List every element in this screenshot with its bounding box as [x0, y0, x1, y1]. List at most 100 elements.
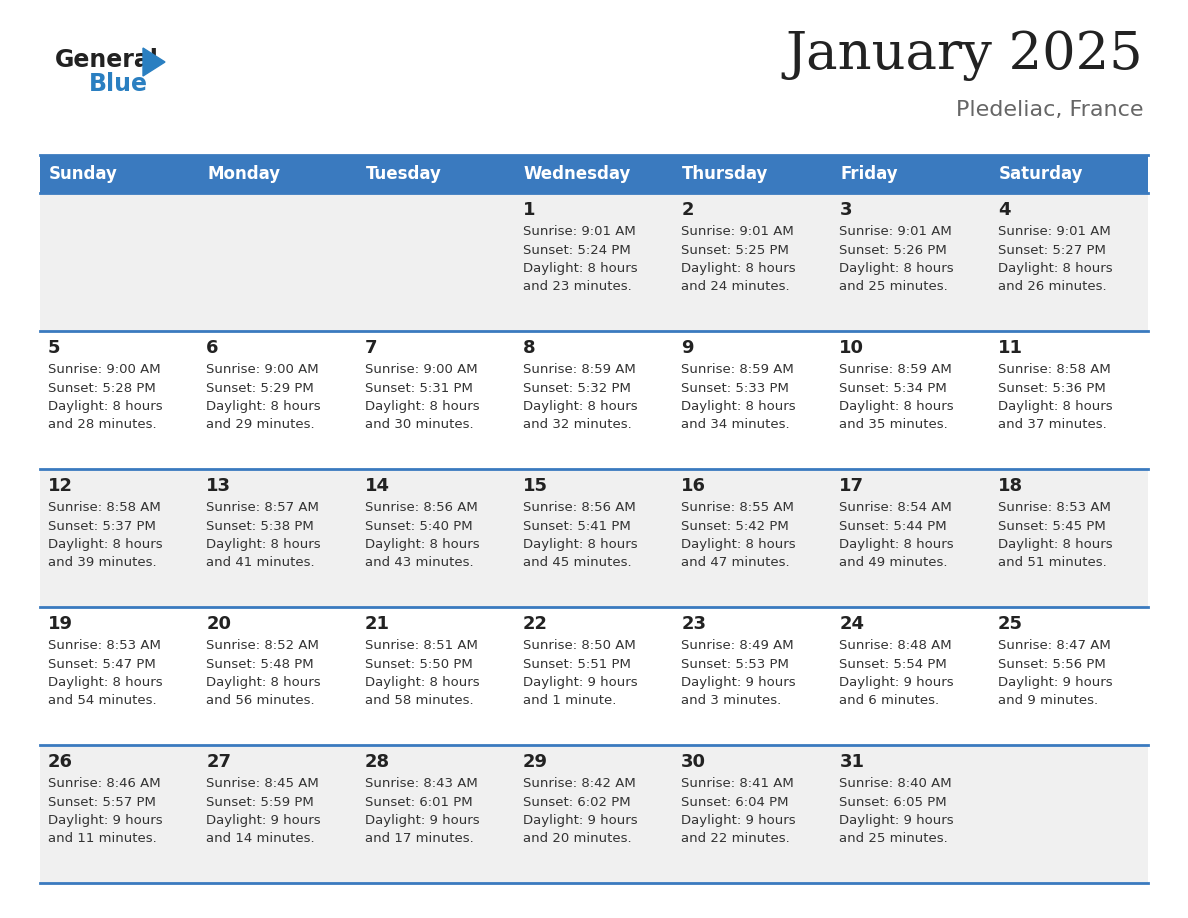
Text: 20: 20	[207, 615, 232, 633]
Text: Sunrise: 8:49 AM: Sunrise: 8:49 AM	[681, 639, 794, 652]
Text: Daylight: 9 hours: Daylight: 9 hours	[681, 814, 796, 827]
Text: Sunrise: 9:01 AM: Sunrise: 9:01 AM	[681, 225, 794, 238]
Text: and 51 minutes.: and 51 minutes.	[998, 556, 1106, 569]
Text: Sunrise: 8:53 AM: Sunrise: 8:53 AM	[48, 639, 160, 652]
Text: Sunset: 5:41 PM: Sunset: 5:41 PM	[523, 520, 631, 532]
Text: Daylight: 8 hours: Daylight: 8 hours	[998, 262, 1112, 275]
Text: and 30 minutes.: and 30 minutes.	[365, 419, 473, 431]
Text: Sunrise: 8:40 AM: Sunrise: 8:40 AM	[840, 777, 952, 790]
Text: and 14 minutes.: and 14 minutes.	[207, 833, 315, 845]
Text: Sunset: 5:29 PM: Sunset: 5:29 PM	[207, 382, 314, 395]
Text: Daylight: 9 hours: Daylight: 9 hours	[523, 814, 638, 827]
Bar	[40, 469, 1148, 607]
Text: and 45 minutes.: and 45 minutes.	[523, 556, 632, 569]
Text: and 49 minutes.: and 49 minutes.	[840, 556, 948, 569]
Text: Daylight: 8 hours: Daylight: 8 hours	[840, 400, 954, 413]
Text: Sunset: 5:36 PM: Sunset: 5:36 PM	[998, 382, 1106, 395]
Text: Saturday: Saturday	[999, 165, 1083, 183]
Text: Sunset: 5:56 PM: Sunset: 5:56 PM	[998, 657, 1106, 670]
Text: Sunrise: 8:56 AM: Sunrise: 8:56 AM	[523, 501, 636, 514]
Text: 29: 29	[523, 753, 548, 771]
Text: Sunrise: 8:47 AM: Sunrise: 8:47 AM	[998, 639, 1111, 652]
Text: Sunrise: 8:59 AM: Sunrise: 8:59 AM	[523, 363, 636, 376]
Text: Daylight: 8 hours: Daylight: 8 hours	[523, 538, 638, 551]
Text: Sunset: 5:50 PM: Sunset: 5:50 PM	[365, 657, 473, 670]
Text: Sunrise: 8:54 AM: Sunrise: 8:54 AM	[840, 501, 952, 514]
Text: 28: 28	[365, 753, 390, 771]
Text: Sunset: 5:47 PM: Sunset: 5:47 PM	[48, 657, 156, 670]
Text: Sunset: 5:51 PM: Sunset: 5:51 PM	[523, 657, 631, 670]
Text: 3: 3	[840, 201, 852, 219]
Text: and 54 minutes.: and 54 minutes.	[48, 695, 157, 708]
Text: and 24 minutes.: and 24 minutes.	[681, 281, 790, 294]
Text: Sunrise: 8:48 AM: Sunrise: 8:48 AM	[840, 639, 952, 652]
Text: Sunrise: 8:45 AM: Sunrise: 8:45 AM	[207, 777, 320, 790]
Bar	[40, 607, 1148, 745]
Text: 7: 7	[365, 339, 377, 357]
Text: and 28 minutes.: and 28 minutes.	[48, 419, 157, 431]
Text: Daylight: 8 hours: Daylight: 8 hours	[681, 400, 796, 413]
Text: Sunrise: 9:01 AM: Sunrise: 9:01 AM	[840, 225, 952, 238]
Text: Sunset: 5:33 PM: Sunset: 5:33 PM	[681, 382, 789, 395]
Text: Sunday: Sunday	[49, 165, 118, 183]
Text: and 39 minutes.: and 39 minutes.	[48, 556, 157, 569]
Text: Sunrise: 8:56 AM: Sunrise: 8:56 AM	[365, 501, 478, 514]
Text: and 22 minutes.: and 22 minutes.	[681, 833, 790, 845]
Bar	[40, 193, 1148, 331]
Text: Sunrise: 8:53 AM: Sunrise: 8:53 AM	[998, 501, 1111, 514]
Text: 12: 12	[48, 477, 72, 495]
Text: Daylight: 9 hours: Daylight: 9 hours	[207, 814, 321, 827]
Text: General: General	[55, 48, 159, 72]
Text: and 25 minutes.: and 25 minutes.	[840, 833, 948, 845]
Text: Daylight: 9 hours: Daylight: 9 hours	[998, 676, 1112, 689]
Text: Sunset: 5:28 PM: Sunset: 5:28 PM	[48, 382, 156, 395]
Text: Daylight: 8 hours: Daylight: 8 hours	[840, 262, 954, 275]
Text: Daylight: 9 hours: Daylight: 9 hours	[681, 676, 796, 689]
Text: 9: 9	[681, 339, 694, 357]
Text: 30: 30	[681, 753, 706, 771]
Text: 1: 1	[523, 201, 536, 219]
Text: Daylight: 8 hours: Daylight: 8 hours	[840, 538, 954, 551]
Text: 6: 6	[207, 339, 219, 357]
Text: 4: 4	[998, 201, 1010, 219]
Text: 10: 10	[840, 339, 865, 357]
Text: and 29 minutes.: and 29 minutes.	[207, 419, 315, 431]
Text: Sunrise: 8:43 AM: Sunrise: 8:43 AM	[365, 777, 478, 790]
Text: and 41 minutes.: and 41 minutes.	[207, 556, 315, 569]
Text: Sunrise: 9:00 AM: Sunrise: 9:00 AM	[207, 363, 318, 376]
Text: Sunset: 5:54 PM: Sunset: 5:54 PM	[840, 657, 947, 670]
Text: Monday: Monday	[207, 165, 280, 183]
Text: 8: 8	[523, 339, 536, 357]
Polygon shape	[143, 48, 165, 76]
Text: and 56 minutes.: and 56 minutes.	[207, 695, 315, 708]
Text: Friday: Friday	[840, 165, 898, 183]
Text: Daylight: 8 hours: Daylight: 8 hours	[365, 676, 479, 689]
Text: Daylight: 8 hours: Daylight: 8 hours	[523, 400, 638, 413]
Text: Thursday: Thursday	[682, 165, 769, 183]
Text: Sunset: 5:45 PM: Sunset: 5:45 PM	[998, 520, 1106, 532]
Text: and 20 minutes.: and 20 minutes.	[523, 833, 632, 845]
Text: Sunset: 5:31 PM: Sunset: 5:31 PM	[365, 382, 473, 395]
Text: Blue: Blue	[89, 72, 148, 96]
Text: Sunrise: 8:55 AM: Sunrise: 8:55 AM	[681, 501, 794, 514]
Text: Sunset: 5:32 PM: Sunset: 5:32 PM	[523, 382, 631, 395]
Text: 27: 27	[207, 753, 232, 771]
Text: and 23 minutes.: and 23 minutes.	[523, 281, 632, 294]
Text: Daylight: 8 hours: Daylight: 8 hours	[48, 676, 163, 689]
Text: Pledeliac, France: Pledeliac, France	[955, 100, 1143, 120]
Text: 25: 25	[998, 615, 1023, 633]
Text: and 11 minutes.: and 11 minutes.	[48, 833, 157, 845]
Text: Sunrise: 8:51 AM: Sunrise: 8:51 AM	[365, 639, 478, 652]
Text: and 43 minutes.: and 43 minutes.	[365, 556, 473, 569]
Text: and 34 minutes.: and 34 minutes.	[681, 419, 790, 431]
Text: Sunset: 5:24 PM: Sunset: 5:24 PM	[523, 243, 631, 256]
Text: Daylight: 8 hours: Daylight: 8 hours	[207, 676, 321, 689]
Text: Sunrise: 9:00 AM: Sunrise: 9:00 AM	[365, 363, 478, 376]
Text: Sunset: 5:42 PM: Sunset: 5:42 PM	[681, 520, 789, 532]
Text: Sunrise: 8:59 AM: Sunrise: 8:59 AM	[840, 363, 952, 376]
Text: Daylight: 8 hours: Daylight: 8 hours	[48, 538, 163, 551]
Text: 11: 11	[998, 339, 1023, 357]
Text: Daylight: 8 hours: Daylight: 8 hours	[681, 538, 796, 551]
Text: Sunrise: 9:01 AM: Sunrise: 9:01 AM	[523, 225, 636, 238]
Text: Daylight: 9 hours: Daylight: 9 hours	[840, 814, 954, 827]
